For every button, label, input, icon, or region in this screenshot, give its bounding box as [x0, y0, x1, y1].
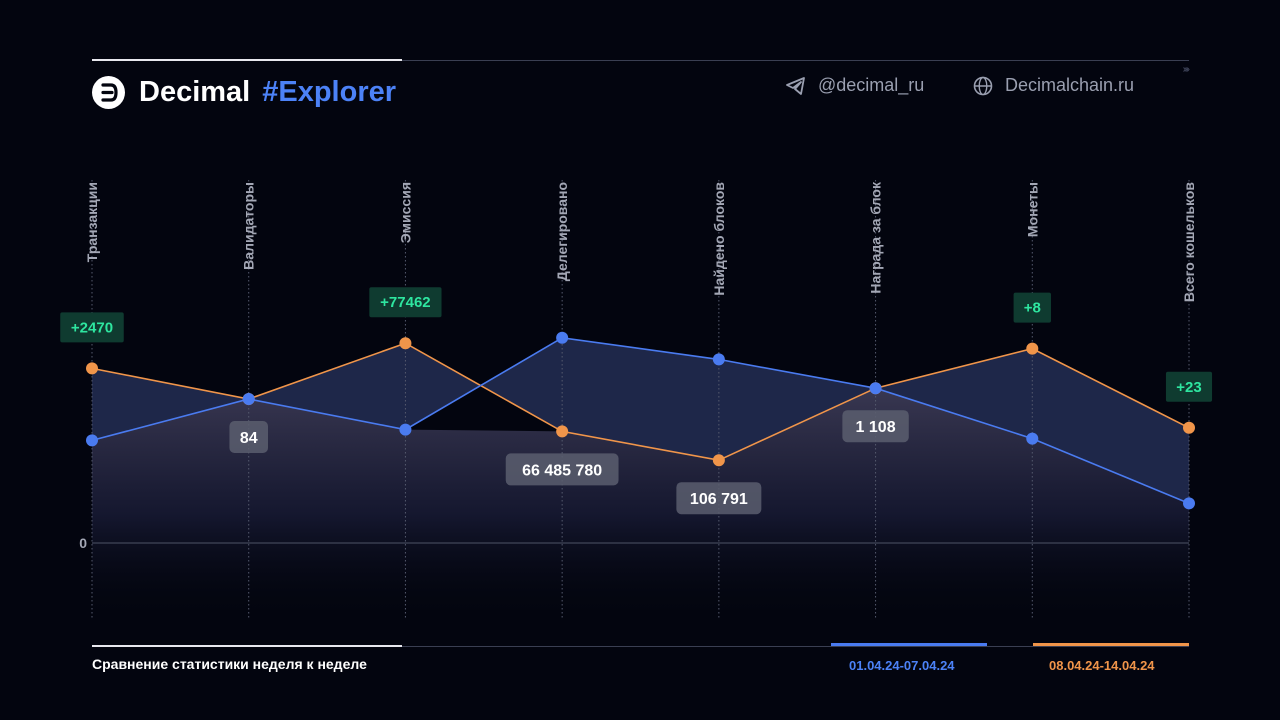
value-label: 1 108: [856, 419, 896, 436]
value-label-bg: [505, 453, 619, 486]
value-label-bg: [842, 410, 909, 443]
data-point-week2: [399, 337, 412, 350]
data-point-week1: [86, 434, 98, 447]
data-point-week2: [1026, 342, 1039, 355]
telegram-icon: [786, 76, 805, 95]
legend-label-week2: 08.04.24-14.04.24: [1049, 658, 1155, 673]
data-point-week1: [1183, 497, 1195, 510]
bottom-divider: [92, 645, 1189, 647]
value-label-bg: [229, 421, 268, 453]
category-label: Монеты: [1024, 182, 1040, 237]
website-url: Decimalchain.ru: [1005, 75, 1135, 95]
legend-line-week1: [831, 643, 987, 646]
website-link[interactable]: Decimalchain.ru: [973, 75, 1134, 96]
legend-line-week2: [1033, 643, 1189, 646]
data-point-week2: [86, 362, 98, 375]
change-label-bg: [60, 312, 124, 343]
change-label-bg: [1165, 371, 1213, 402]
top-divider: [92, 59, 1189, 61]
legend-label-week1: 01.04.24-07.04.24: [849, 658, 955, 673]
data-point-week2: [556, 425, 569, 438]
data-point-week1: [712, 353, 725, 366]
category-label: Эмиссия: [397, 182, 413, 243]
telegram-handle: @decimal_ru: [818, 75, 925, 95]
brand-tag: #Explorer: [262, 76, 397, 108]
data-point-week1: [869, 382, 882, 395]
brand-name: Decimal: [139, 76, 251, 108]
value-label: 66 485 780: [522, 462, 602, 479]
footer-title: Сравнение статистики неделя к неделе: [92, 656, 367, 672]
change-label: +8: [1024, 300, 1041, 317]
data-point-week1: [556, 331, 569, 344]
category-label: Найдено блоков: [711, 182, 727, 296]
decimal-logo-icon: [92, 76, 125, 109]
telegram-link[interactable]: @decimal_ru: [786, 75, 924, 96]
y-tick-label: 0: [79, 535, 87, 551]
series-line-week2: [91, 342, 1190, 462]
category-label: Всего кошельков: [1181, 182, 1197, 302]
category-label: Транзакции: [84, 182, 100, 262]
change-label: +23: [1176, 379, 1201, 396]
globe-icon: [973, 76, 993, 95]
value-label: 84: [240, 430, 258, 447]
data-point-week2: [1183, 421, 1195, 434]
data-point-week2: [712, 454, 725, 467]
change-label: +2470: [71, 319, 113, 336]
brand: Decimal #Explorer: [92, 76, 396, 109]
comparison-chart: Транзакции Валидаторы Эмиссия Делегировано Н…: [60, 180, 1213, 620]
data-point-week1: [242, 393, 255, 405]
change-label-bg: [369, 287, 442, 318]
data-point-week1: [1026, 432, 1039, 445]
category-label: Награда за блок: [868, 181, 884, 294]
chevrons-icon: ››››: [1182, 64, 1190, 75]
change-label: +77462: [380, 294, 430, 311]
value-label-bg: [676, 482, 762, 515]
series-line-week1: [91, 336, 1190, 505]
series-band-week1: [92, 337, 1189, 504]
category-label: Делегировано: [554, 182, 570, 281]
data-point-week1: [399, 423, 412, 436]
value-label: 106 791: [690, 491, 748, 508]
shared-area: [92, 388, 1189, 620]
category-label: Валидаторы: [241, 182, 257, 270]
change-label-bg: [1013, 292, 1051, 323]
